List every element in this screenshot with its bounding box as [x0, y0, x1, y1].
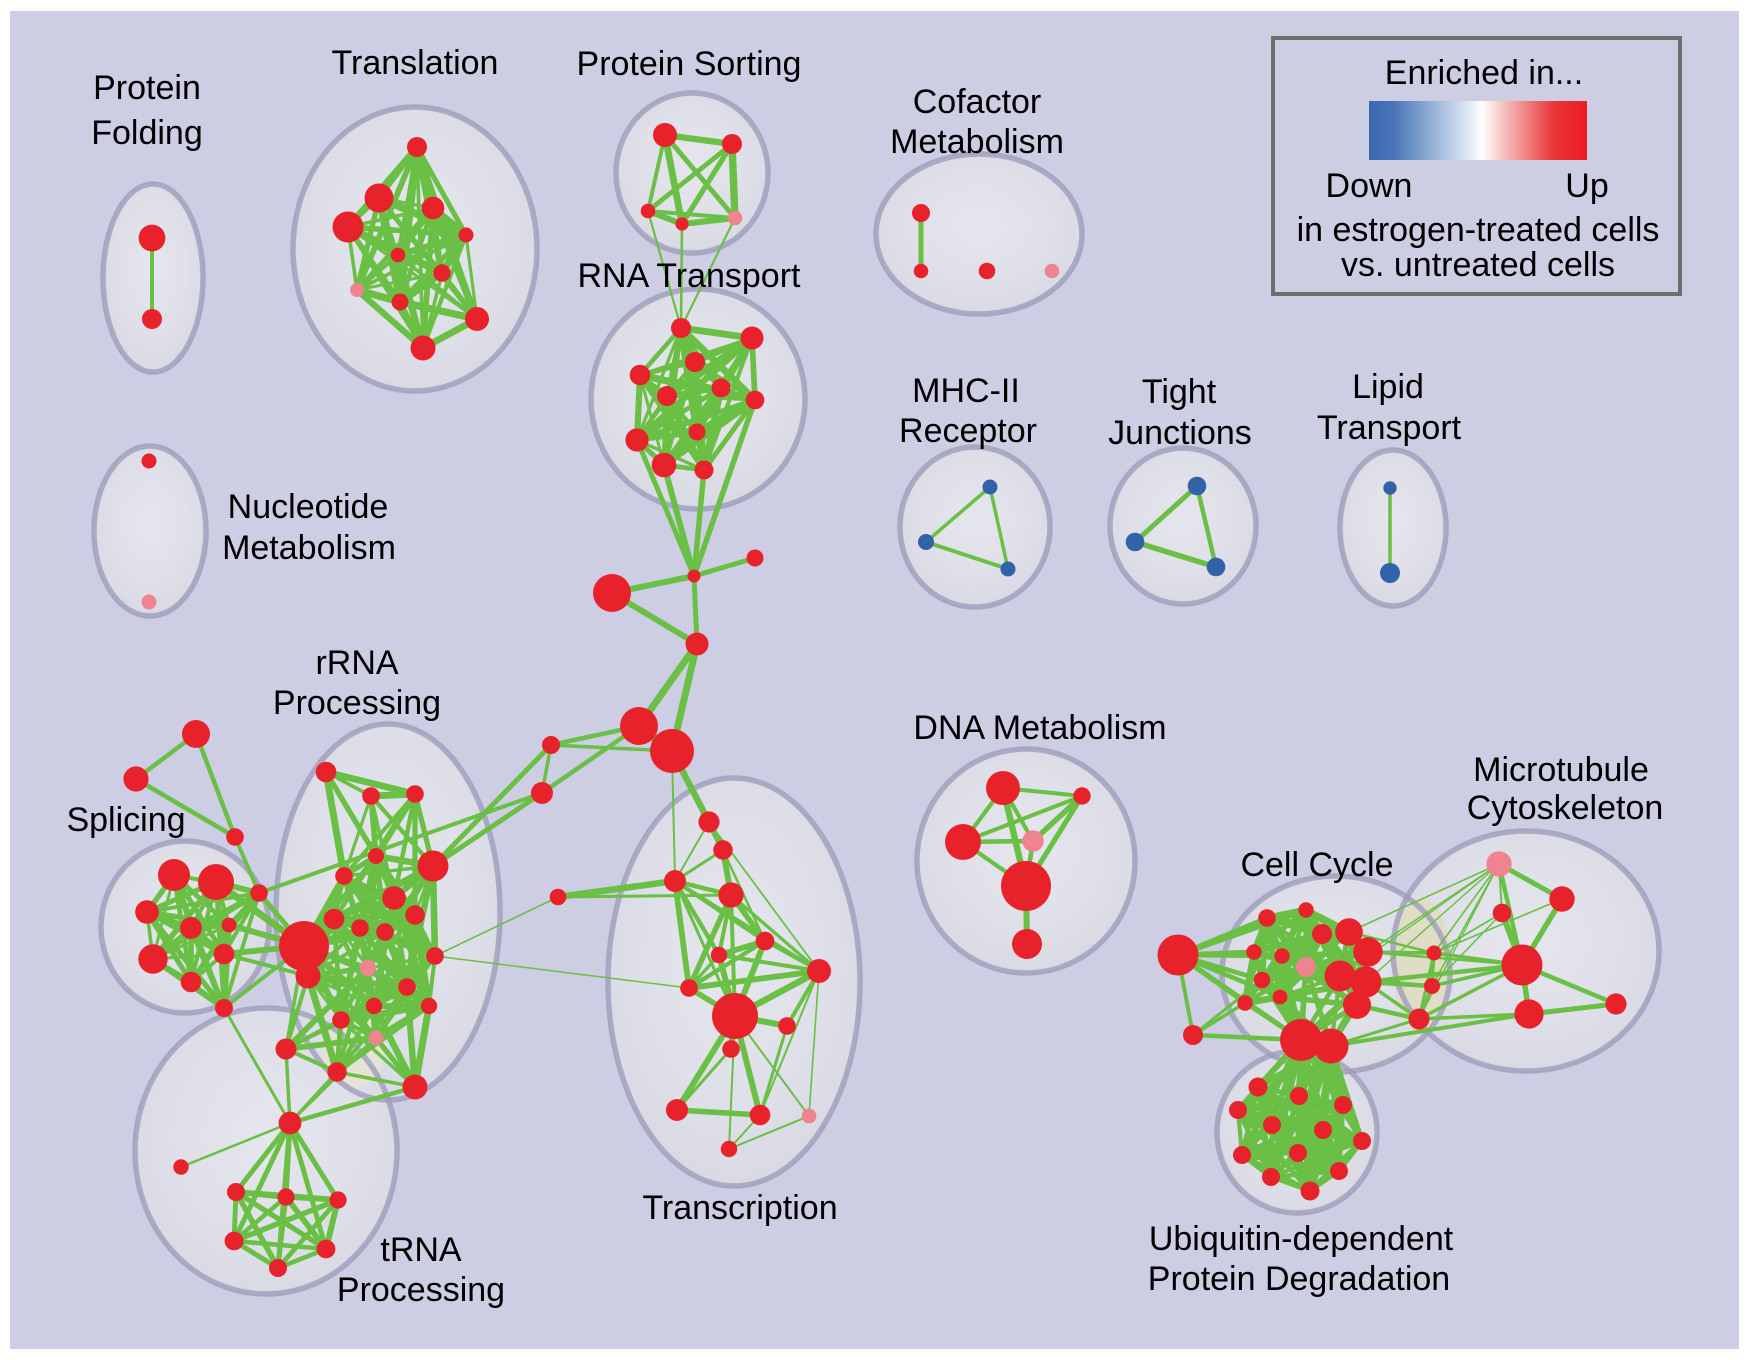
svg-text:in estrogen-treated cells: in estrogen-treated cells [1297, 211, 1660, 249]
svg-text:Splicing: Splicing [66, 801, 185, 839]
svg-text:Microtubule: Microtubule [1473, 751, 1649, 789]
svg-text:Folding: Folding [91, 114, 203, 152]
svg-text:Ubiquitin-dependent: Ubiquitin-dependent [1149, 1220, 1454, 1258]
svg-text:Processing: Processing [273, 684, 441, 722]
svg-text:Cofactor: Cofactor [913, 83, 1042, 121]
svg-text:Metabolism: Metabolism [222, 529, 396, 567]
svg-text:Cell Cycle: Cell Cycle [1240, 846, 1393, 884]
svg-text:Transport: Transport [1317, 409, 1462, 447]
svg-text:rRNA: rRNA [315, 644, 398, 682]
svg-text:Translation: Translation [332, 44, 499, 82]
svg-text:DNA Metabolism: DNA Metabolism [913, 709, 1166, 747]
svg-text:Enriched in...: Enriched in... [1385, 54, 1583, 92]
svg-text:Down: Down [1326, 167, 1413, 205]
svg-text:vs. untreated cells: vs. untreated cells [1341, 246, 1615, 284]
svg-text:Tight: Tight [1142, 373, 1217, 411]
svg-text:Protein Sorting: Protein Sorting [577, 45, 802, 83]
svg-text:Cytoskeleton: Cytoskeleton [1467, 789, 1664, 827]
svg-text:Metabolism: Metabolism [890, 123, 1064, 161]
svg-text:Nucleotide: Nucleotide [228, 488, 389, 526]
svg-text:Up: Up [1565, 167, 1608, 205]
svg-text:Receptor: Receptor [899, 412, 1037, 450]
svg-text:Transcription: Transcription [642, 1189, 837, 1227]
svg-text:Protein: Protein [93, 69, 201, 107]
svg-text:Lipid: Lipid [1352, 368, 1424, 406]
svg-text:Junctions: Junctions [1108, 414, 1252, 452]
svg-text:Protein Degradation: Protein Degradation [1148, 1260, 1450, 1298]
svg-text:RNA Transport: RNA Transport [578, 257, 802, 295]
svg-text:tRNA: tRNA [380, 1231, 462, 1269]
svg-text:MHC-II: MHC-II [912, 372, 1020, 410]
svg-text:Processing: Processing [337, 1271, 505, 1309]
